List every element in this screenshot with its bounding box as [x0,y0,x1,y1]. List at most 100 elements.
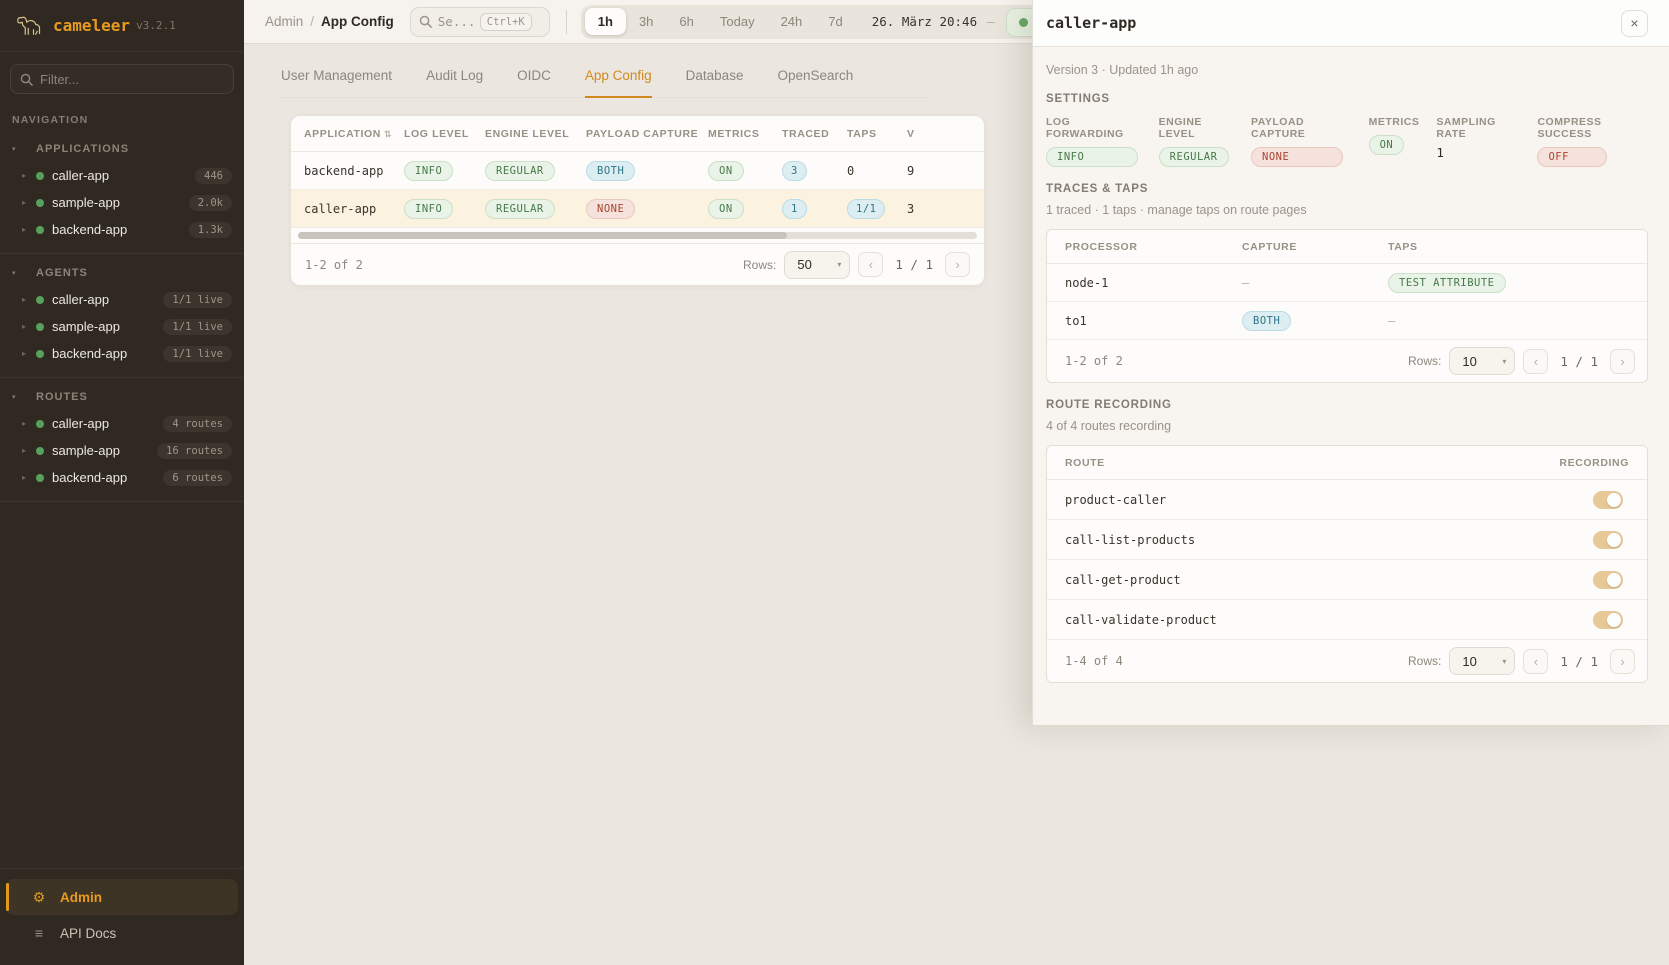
tab-database[interactable]: Database [685,68,744,83]
global-search[interactable]: Ctrl+K [409,6,550,37]
col-processor: PROCESSOR [1065,240,1138,253]
col-log-level: LOG LEVEL [404,127,469,140]
table-row-backend-app[interactable]: backend-app INFO REGULAR BOTH ON 3 0 9 [291,152,984,190]
section-header-routes[interactable]: ▾ ROUTES [0,384,244,410]
col-route: ROUTE [1065,456,1105,469]
horizontal-scrollbar[interactable] [298,232,977,239]
sidebar-item-routes-caller-app[interactable]: ▸ caller-app 4 routes [0,410,244,437]
sidebar-filter[interactable] [10,64,234,94]
sidebar-item-admin[interactable]: ⚙ Admin [6,879,238,915]
traces-subtext: 1 traced · 1 taps · manage taps on route… [1046,203,1307,217]
trace-row-to1[interactable]: to1 BOTH — [1047,302,1647,340]
admin-tabs: User Management Audit Log OIDC App Confi… [281,68,929,98]
sidebar-item-applications-caller-app[interactable]: ▸ caller-app 446 [0,162,244,189]
route-recording-subtext: 4 of 4 routes recording [1046,419,1172,433]
dropdown-caret-icon: ▾ [1502,356,1507,366]
sidebar-item-applications-backend-app[interactable]: ▸ backend-app 1.3k [0,216,244,243]
sampling-rate-value: 1 [1436,145,1444,160]
cell-log-level: INFO [404,198,485,219]
prev-page-button[interactable]: ‹ [1523,648,1549,674]
prev-page-button[interactable]: ‹ [1523,348,1549,374]
col-application[interactable]: APPLICATION ⇅ [304,127,393,140]
range-7d-button[interactable]: 7d [828,14,843,29]
log-forwarding-badge: INFO [1046,147,1138,167]
sidebar-item-api-docs[interactable]: ≡ API Docs [6,915,238,951]
tab-oidc[interactable]: OIDC [517,68,551,83]
dropdown-caret-icon: ▾ [1502,656,1507,666]
range-6h-button[interactable]: 6h [679,14,694,29]
trace-row-node-1[interactable]: node-1 — TEST ATTRIBUTE [1047,264,1647,302]
range-1h-button[interactable]: 1h [584,8,626,35]
section-header-agents[interactable]: ▾ AGENTS [0,260,244,286]
prev-page-button[interactable]: ‹ [858,252,884,277]
rows-per-page-select[interactable]: 10 ▾ [1449,647,1516,675]
settings-heading: SETTINGS [1046,93,1110,105]
next-page-button[interactable]: › [1610,348,1635,374]
tab-opensearch[interactable]: OpenSearch [777,68,854,83]
recording-toggle[interactable] [1593,610,1623,629]
section-title: APPLICATIONS [36,143,130,155]
cell-log-level: INFO [404,160,485,181]
cell-capture: BOTH [1242,310,1388,331]
col-taps: TAPS [1388,240,1418,253]
item-label: sample-app [52,195,120,210]
item-badge: 446 [195,167,232,184]
sidebar: cameleer v3.2.1 NAVIGATION ▾ APPLICATION… [0,0,244,965]
range-today-button[interactable]: Today [719,14,755,29]
cell-application: caller-app [304,201,377,216]
drawer-title: caller-app [1046,14,1137,32]
recording-toggle[interactable] [1593,530,1623,549]
tab-audit-log[interactable]: Audit Log [426,68,484,83]
col-version: V [907,127,915,140]
range-3h-button[interactable]: 3h [638,14,654,29]
filter-input[interactable] [40,71,210,87]
caret-right-icon: ▸ [22,171,27,180]
range-from-value[interactable]: 26. März 20:46 [871,14,978,29]
section-title: ROUTES [36,391,88,403]
search-input[interactable] [437,14,480,29]
app-version: v3.2.1 [136,19,176,32]
caret-down-icon: ▾ [12,270,16,277]
settings-fields: LOG FORWARDING INFO ENGINE LEVEL REGULAR… [1046,116,1648,167]
sidebar-item-agents-sample-app[interactable]: ▸ sample-app 1/1 live [0,313,244,340]
status-dot [36,419,44,428]
rows-per-page-select[interactable]: 50 ▾ [784,250,851,279]
col-recording: RECORDING [1559,456,1629,469]
item-label: backend-app [52,470,128,485]
next-page-button[interactable]: › [1610,648,1635,674]
item-label: caller-app [52,168,110,183]
sidebar-item-agents-backend-app[interactable]: ▸ backend-app 1/1 live [0,340,244,367]
scrollbar-thumb[interactable] [298,232,787,239]
table-row-caller-app[interactable]: caller-app INFO REGULAR NONE ON 1 1/1 3 [291,190,984,228]
tab-user-management[interactable]: User Management [281,68,393,83]
page-indicator: 1 / 1 [1560,353,1598,369]
tab-app-config[interactable]: App Config [584,68,652,98]
section-header-applications[interactable]: ▾ APPLICATIONS [0,136,244,162]
item-badge: 16 routes [157,442,232,459]
item-label: backend-app [52,222,128,237]
field-metrics: METRICS ON [1368,116,1420,167]
sidebar-item-applications-sample-app[interactable]: ▸ sample-app 2.0k [0,189,244,216]
cell-taps: 0 [847,163,855,178]
breadcrumb-admin[interactable]: Admin [265,14,304,29]
caret-right-icon: ▸ [22,322,27,331]
item-label: caller-app [52,416,110,431]
nav-group-routes: ▾ ROUTES ▸ caller-app 4 routes ▸ sample-… [0,378,244,502]
caret-right-icon: ▸ [22,198,27,207]
recording-toggle[interactable] [1593,570,1623,589]
rows-label: Rows: [1408,354,1442,368]
route-row-call-get-product: call-get-product [1047,560,1647,600]
app-name: cameleer [53,16,131,35]
recording-toggle[interactable] [1593,490,1623,509]
close-icon[interactable]: × [1621,9,1648,37]
rows-per-page-select[interactable]: 10 ▾ [1449,347,1516,375]
range-24h-button[interactable]: 24h [780,14,803,29]
next-page-button[interactable]: › [945,252,970,277]
caret-down-icon: ▾ [12,394,16,401]
status-dot [36,349,44,358]
sidebar-item-agents-caller-app[interactable]: ▸ caller-app 1/1 live [0,286,244,313]
sidebar-item-routes-sample-app[interactable]: ▸ sample-app 16 routes [0,437,244,464]
sidebar-item-routes-backend-app[interactable]: ▸ backend-app 6 routes [0,464,244,491]
table-header-row: APPLICATION ⇅ LOG LEVEL ENGINE LEVEL PAYL… [291,116,984,152]
item-badge: 6 routes [163,469,232,486]
